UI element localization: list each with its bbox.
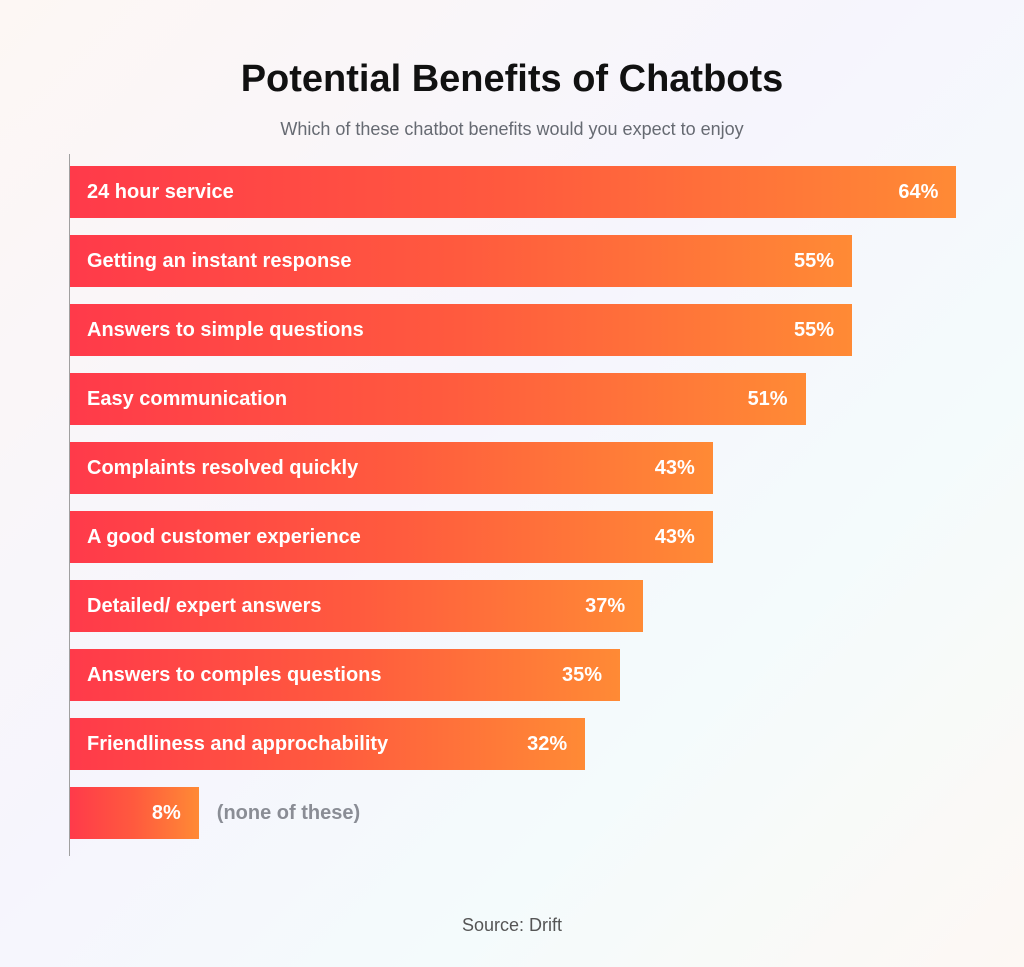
bar-category-label: (none of these) [216,802,361,824]
chart-title: Potential Benefits of Chatbots [240,58,784,100]
bar-value-label: 8% [151,802,181,824]
bar-value-label: 43% [654,526,695,548]
bar: 8% [70,787,199,839]
bar-category-label: Detailed/ expert answers [87,595,322,617]
bar-category-label: 24 hour service [87,181,234,203]
bar-value-label: 32% [527,733,568,755]
bar: Complaints resolved quickly 43% [70,442,713,494]
bar-value-label: 37% [585,595,626,617]
bar-category-label: Getting an instant response [87,250,352,272]
bar: Answers to comples questions 35% [70,649,620,701]
chart-subtitle: Which of these chatbot benefits would yo… [280,119,744,139]
bar-category-label: A good customer experience [87,526,361,548]
y-axis-line [69,154,70,856]
bar-category-label: Friendliness and approchability [87,733,389,755]
bar-value-label: 43% [654,457,695,479]
bar: Answers to simple questions 55% [70,304,852,356]
bar-category-label: Answers to simple questions [87,319,364,341]
bar: Detailed/ expert answers 37% [70,580,644,632]
bar: Easy communication 51% [70,373,806,425]
bar: 24 hour service 64% [70,166,957,218]
bar: Friendliness and approchability 32% [70,718,586,770]
bar-value-label: 51% [747,388,788,410]
bar-value-label: 55% [793,319,834,341]
bar: A good customer experience 43% [70,511,713,563]
bar-value-label: 55% [793,250,834,272]
bar-category-label: Complaints resolved quickly [87,457,359,479]
bar-category-label: Easy communication [87,388,288,410]
bar-value-label: 64% [898,181,939,203]
source-note: Source: Drift [461,915,563,935]
bar-category-label: Answers to comples questions [87,664,382,686]
bar-value-label: 35% [561,664,602,686]
bar: Getting an instant response 55% [70,235,852,287]
